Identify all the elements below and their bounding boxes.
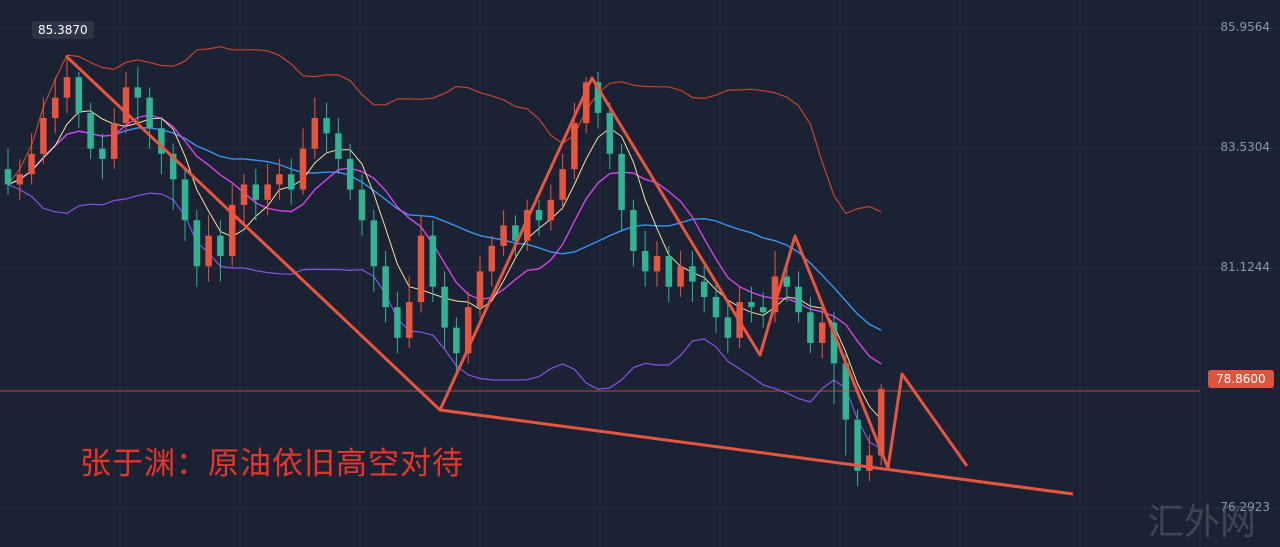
candle-body xyxy=(795,286,802,313)
candle-body xyxy=(217,235,224,257)
candle-body xyxy=(299,148,307,190)
candle-body xyxy=(335,133,342,159)
candle-body xyxy=(16,174,24,185)
current-price-tag: 78.8600 xyxy=(1208,370,1274,388)
candle-body xyxy=(712,296,720,318)
candle-body xyxy=(264,184,271,200)
candle-body xyxy=(488,245,496,272)
candle-body xyxy=(63,77,71,98)
candle-body xyxy=(783,276,791,287)
candle-body xyxy=(323,118,330,134)
candle-body xyxy=(358,189,366,221)
candle-body xyxy=(87,112,94,149)
bollinger-upper-line xyxy=(7,46,882,215)
candle-body xyxy=(382,266,389,308)
analysis-support-trendline xyxy=(439,408,1074,496)
candle-body xyxy=(287,174,295,190)
candle-body xyxy=(842,363,850,420)
candle-body xyxy=(653,256,661,272)
candle-body xyxy=(370,220,378,267)
candle-body xyxy=(512,225,519,241)
price-label-2: 83.5304 xyxy=(1220,140,1270,154)
watermark-logo: 汇外网 xyxy=(1148,502,1257,543)
candle-body xyxy=(594,82,602,113)
candle-body xyxy=(51,97,59,119)
candle-body xyxy=(807,312,814,343)
price-label-top: 85.9564 xyxy=(1220,20,1270,34)
candle-body xyxy=(464,307,472,354)
candle-body xyxy=(748,302,755,308)
candle-body xyxy=(346,158,354,190)
candle-body xyxy=(818,322,826,343)
candle-body xyxy=(476,271,484,308)
candle-body xyxy=(252,184,260,200)
ma-fast-line xyxy=(7,110,882,420)
candle-body xyxy=(877,388,885,456)
candle-body xyxy=(169,153,177,180)
candle-body xyxy=(665,256,673,287)
candle-body xyxy=(134,87,142,98)
candle-body xyxy=(830,322,838,364)
candle-body xyxy=(571,123,578,170)
candle-body xyxy=(535,210,543,221)
analysis-zigzag-line xyxy=(64,54,969,470)
candle-body xyxy=(193,220,201,267)
candle-body xyxy=(759,307,767,313)
candle-body xyxy=(500,225,507,246)
high-price-tag: 85.3870 xyxy=(32,21,94,39)
candle-body xyxy=(4,169,12,185)
candle-body xyxy=(99,148,106,159)
candle-body xyxy=(122,87,130,124)
candle-body xyxy=(523,210,531,241)
candle-body xyxy=(429,235,437,287)
candle-body xyxy=(606,112,614,154)
candle-body xyxy=(75,77,83,113)
candle-body xyxy=(158,128,165,154)
ma-mid-line xyxy=(7,114,882,365)
bollinger-lower-line xyxy=(7,183,882,450)
candle-body xyxy=(394,307,401,338)
candle-body xyxy=(110,123,118,159)
candle-body xyxy=(28,153,35,175)
candle-body xyxy=(582,82,590,124)
candle-body xyxy=(240,184,248,205)
candle-body xyxy=(146,97,153,129)
ma-slow-line xyxy=(7,127,882,331)
candle-body xyxy=(700,281,708,297)
candle-body xyxy=(677,266,684,287)
candle-body xyxy=(228,204,236,257)
headline-title: 张于渊：原油依旧高空对待 xyxy=(80,446,464,482)
candle-body xyxy=(417,235,425,303)
candle-body xyxy=(630,210,637,251)
candle-body xyxy=(547,199,555,221)
candle-body xyxy=(724,317,732,338)
candle-body xyxy=(441,286,448,328)
candle-body xyxy=(205,235,212,267)
candle-body xyxy=(181,179,189,221)
candle-body xyxy=(405,302,413,338)
candle-body xyxy=(453,327,460,354)
price-label-3: 81.1244 xyxy=(1220,260,1270,274)
candle-body xyxy=(276,174,283,185)
candle-body xyxy=(641,250,649,272)
candle-body xyxy=(40,118,47,154)
candle-body xyxy=(771,276,779,313)
candle-body xyxy=(311,118,319,149)
candle-body xyxy=(854,419,861,471)
candle-body xyxy=(866,455,873,471)
candle-body xyxy=(618,153,625,211)
price-label-bottom: 76.2923 xyxy=(1220,500,1270,514)
candle-body xyxy=(559,169,566,200)
candle-body xyxy=(689,266,696,282)
